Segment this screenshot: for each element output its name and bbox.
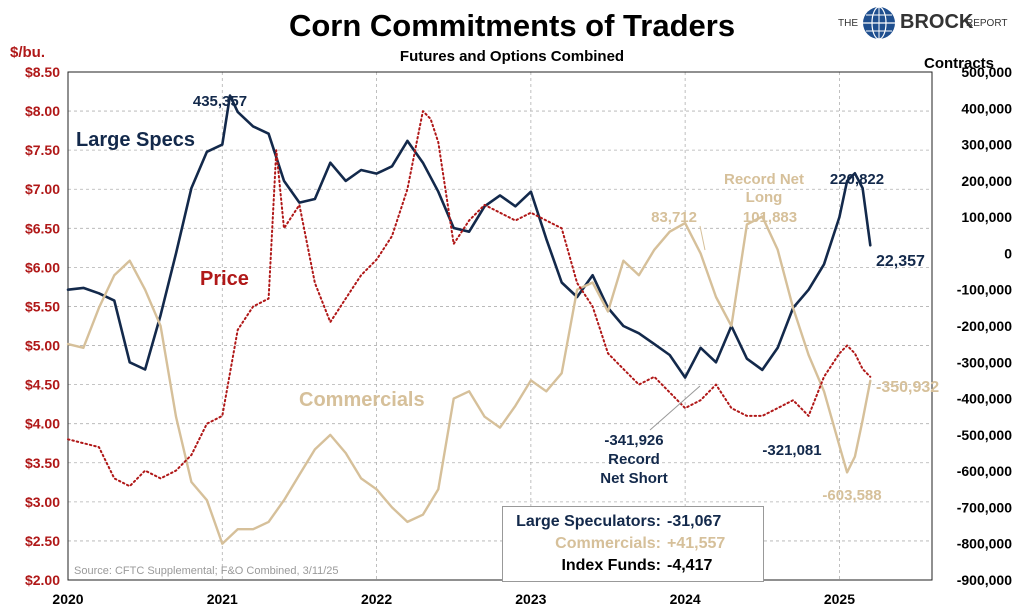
annotation-label: Price (200, 268, 249, 290)
x-tick-label: 2021 (207, 591, 238, 607)
right-tick-label: -500,000 (957, 427, 1012, 443)
right-tick-label: -400,000 (957, 391, 1012, 407)
right-tick-label: -900,000 (957, 572, 1012, 588)
annotation-connector (699, 225, 706, 251)
left-tick-label: $7.00 (25, 181, 60, 197)
left-tick-label: $5.50 (25, 298, 60, 314)
left-tick-label: $6.50 (25, 220, 60, 236)
summary-value: -4,417 (667, 557, 713, 574)
left-tick-label: $4.00 (25, 416, 60, 432)
summary-label: Large Speculators: (516, 513, 661, 530)
annotation-label: -603,588 (822, 487, 881, 504)
x-tick-label: 2024 (670, 591, 701, 607)
source-note: Source: CFTC Supplemental; F&O Combined,… (74, 565, 339, 577)
annotation-label: Large Specs (76, 129, 195, 151)
left-tick-label: $4.50 (25, 377, 60, 393)
left-tick-label: $8.00 (25, 103, 60, 119)
annotation-label: 22,357 (876, 253, 925, 270)
annotation-label: 435,357 (193, 93, 247, 110)
brock-report-logo: THE BROCK REPORT (838, 6, 1018, 42)
series-line-commercials (66, 215, 872, 545)
left-tick-label: $7.50 (25, 142, 60, 158)
globe-icon (863, 6, 895, 40)
annotation-label: 101,883 (743, 209, 797, 226)
left-axis-unit: $/bu. (10, 44, 46, 61)
annotation-label: Long (746, 189, 783, 206)
left-tick-label: $6.00 (25, 259, 60, 275)
right-tick-label: 500,000 (961, 64, 1012, 80)
plot-border (67, 71, 933, 581)
annotation-connector (649, 385, 701, 431)
logo-report: REPORT (966, 18, 1008, 29)
annotation-label: Record (608, 451, 660, 468)
right-tick-label: -700,000 (957, 499, 1012, 515)
left-tick-label: $3.50 (25, 455, 60, 471)
left-tick-label: $5.00 (25, 338, 60, 354)
right-tick-label: 0 (1004, 245, 1012, 261)
annotation-label: Commercials (299, 389, 425, 411)
right-tick-label: 400,000 (961, 100, 1012, 116)
left-tick-label: $2.00 (25, 572, 60, 588)
logo-brock: BROCK (900, 11, 974, 33)
annotation-label: -350,932 (876, 379, 939, 396)
right-tick-label: -600,000 (957, 463, 1012, 479)
x-tick-label: 2020 (52, 591, 83, 607)
right-tick-label: -100,000 (957, 282, 1012, 298)
right-tick-label: 300,000 (961, 137, 1012, 153)
chart-subtitle: Futures and Options Combined (399, 48, 625, 65)
summary-label: Index Funds: (561, 557, 661, 574)
summary-box: Large Speculators: -31,067 Commercials: … (502, 506, 764, 582)
annotation-label: 220,822 (830, 171, 884, 188)
annotation-label: 83,712 (651, 209, 697, 226)
right-axis-unit: Contracts (924, 55, 995, 72)
summary-value: +41,557 (667, 535, 726, 552)
left-tick-label: $8.50 (25, 64, 60, 80)
summary-value: -31,067 (667, 513, 722, 530)
logo-the: THE (838, 18, 858, 29)
left-tick-label: $3.00 (25, 494, 60, 510)
right-tick-label: -800,000 (957, 536, 1012, 552)
x-tick-label: 2025 (824, 591, 855, 607)
series-line-price (67, 110, 872, 488)
chart-title: Corn Commitments of Traders (288, 8, 736, 43)
annotation-label: Net Short (600, 470, 668, 487)
x-tick-label: 2022 (361, 591, 392, 607)
x-tick-label: 2023 (515, 591, 546, 607)
series-line-large-specs (66, 94, 872, 379)
annotation-label: Record Net (724, 171, 804, 188)
annotation-label: -341,926 (604, 432, 663, 449)
summary-label: Commercials: (555, 535, 661, 552)
right-tick-label: 200,000 (961, 173, 1012, 189)
right-tick-label: -200,000 (957, 318, 1012, 334)
right-tick-label: 100,000 (961, 209, 1012, 225)
annotation-label: -321,081 (762, 442, 821, 459)
left-tick-label: $2.50 (25, 533, 60, 549)
right-tick-label: -300,000 (957, 354, 1012, 370)
